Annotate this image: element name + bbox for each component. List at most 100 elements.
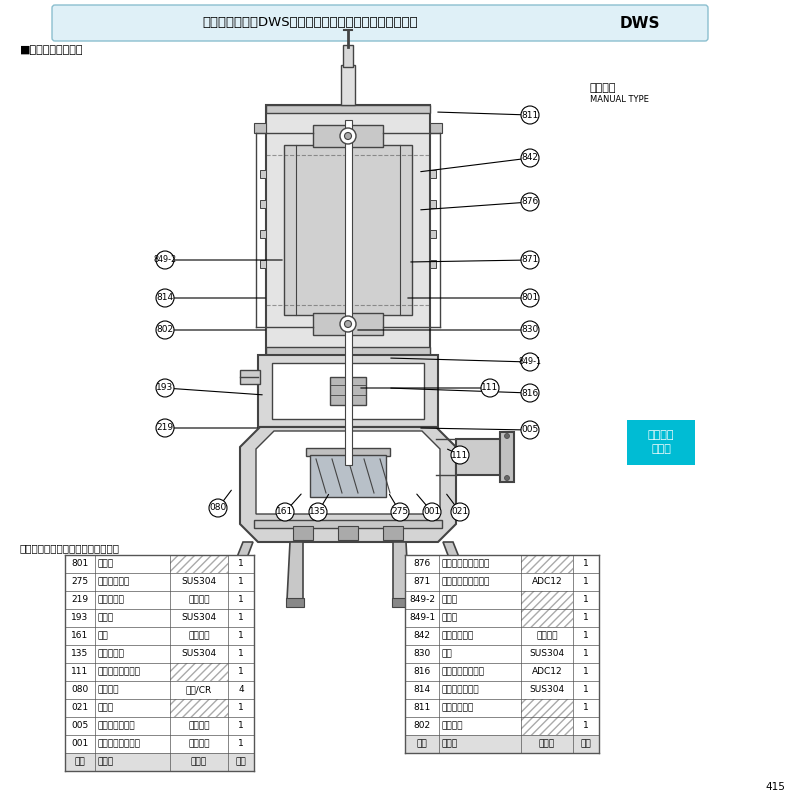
Text: 1: 1: [583, 559, 589, 569]
Circle shape: [423, 503, 441, 521]
Bar: [65, 627, 254, 645]
Text: 非自動形: 非自動形: [590, 83, 617, 93]
Text: 876: 876: [522, 198, 538, 206]
Text: 080: 080: [71, 686, 89, 694]
Text: 080: 080: [210, 503, 226, 513]
Polygon shape: [443, 542, 476, 600]
Text: 219: 219: [157, 423, 174, 433]
Text: 849-1: 849-1: [409, 614, 435, 622]
Text: 部品名: 部品名: [97, 758, 113, 766]
Circle shape: [345, 321, 351, 327]
Bar: [170, 699, 228, 717]
Bar: [343, 45, 353, 67]
Bar: [260, 170, 266, 178]
Text: 005: 005: [71, 722, 89, 730]
Circle shape: [521, 321, 539, 339]
Text: 849-2: 849-2: [154, 255, 177, 265]
Polygon shape: [256, 431, 440, 514]
Text: 801: 801: [522, 294, 538, 302]
Circle shape: [521, 353, 539, 371]
Text: 水中ケーブル: 水中ケーブル: [441, 703, 474, 713]
Text: 111: 111: [451, 450, 469, 459]
Text: 1: 1: [238, 667, 244, 677]
Text: 830: 830: [414, 650, 430, 658]
Circle shape: [521, 384, 539, 402]
Text: 1: 1: [583, 667, 589, 677]
Bar: [266, 105, 430, 113]
Text: 1: 1: [583, 631, 589, 641]
Text: 802: 802: [414, 722, 430, 730]
Text: ポンプケーシング: ポンプケーシング: [97, 739, 140, 749]
Text: SUS304: SUS304: [530, 686, 565, 694]
Text: ゴム/CR: ゴム/CR: [186, 686, 212, 694]
Bar: [405, 735, 599, 753]
Circle shape: [156, 321, 174, 339]
Text: 1: 1: [238, 739, 244, 749]
Text: 814: 814: [157, 294, 174, 302]
Bar: [65, 555, 254, 573]
Circle shape: [505, 434, 510, 438]
Text: 個数: 個数: [236, 758, 246, 766]
Bar: [405, 573, 599, 591]
Bar: [341, 65, 355, 105]
Bar: [284, 145, 412, 315]
Bar: [286, 598, 304, 607]
Text: ADC12: ADC12: [532, 578, 562, 586]
Bar: [266, 347, 430, 355]
Bar: [338, 526, 358, 540]
Bar: [65, 681, 254, 699]
Bar: [258, 355, 438, 427]
Bar: [260, 230, 266, 238]
Text: 1: 1: [238, 559, 244, 569]
Circle shape: [340, 128, 356, 144]
Text: 005: 005: [522, 426, 538, 434]
Bar: [260, 260, 266, 268]
Polygon shape: [393, 542, 409, 600]
Bar: [260, 200, 266, 208]
Text: 底板: 底板: [97, 631, 108, 641]
Bar: [170, 663, 228, 681]
Text: 注油栓: 注油栓: [97, 614, 113, 622]
Text: 849-2: 849-2: [409, 595, 435, 605]
Circle shape: [521, 289, 539, 307]
Bar: [65, 717, 254, 735]
Text: 合成樹脂: 合成樹脂: [188, 595, 210, 605]
Text: 219: 219: [71, 595, 89, 605]
Circle shape: [156, 419, 174, 437]
Text: メカニカルシール: メカニカルシール: [97, 667, 140, 677]
Text: 羽根車: 羽根車: [97, 703, 113, 713]
Text: 135: 135: [71, 650, 89, 658]
Text: 415: 415: [765, 782, 785, 792]
Bar: [310, 455, 386, 497]
Text: 021: 021: [71, 703, 89, 713]
Bar: [405, 591, 599, 609]
Bar: [293, 526, 313, 540]
Text: 玉輪受: 玉輪受: [441, 614, 457, 622]
Text: 161: 161: [71, 631, 89, 641]
Text: 801: 801: [71, 559, 89, 569]
Text: 材　料: 材 料: [539, 739, 555, 749]
Bar: [627, 420, 695, 465]
Text: 合成樹脂: 合成樹脂: [188, 739, 210, 749]
Text: 111: 111: [482, 383, 498, 393]
Text: 849-1: 849-1: [518, 358, 542, 366]
Bar: [65, 735, 254, 753]
Polygon shape: [240, 427, 456, 542]
Circle shape: [209, 499, 227, 517]
Text: 193: 193: [156, 383, 174, 393]
Circle shape: [521, 193, 539, 211]
Circle shape: [391, 503, 409, 521]
Bar: [65, 645, 254, 663]
Bar: [65, 699, 254, 717]
Polygon shape: [220, 542, 253, 600]
Circle shape: [521, 251, 539, 269]
Text: 合成樹脂: 合成樹脂: [188, 722, 210, 730]
Bar: [405, 717, 599, 735]
Text: 814: 814: [414, 686, 430, 694]
Text: 1: 1: [238, 703, 244, 713]
Text: 1: 1: [583, 578, 589, 586]
Bar: [65, 591, 254, 609]
Circle shape: [481, 379, 499, 397]
Text: 021: 021: [451, 507, 469, 517]
Text: ポンプ脚: ポンプ脚: [97, 686, 118, 694]
